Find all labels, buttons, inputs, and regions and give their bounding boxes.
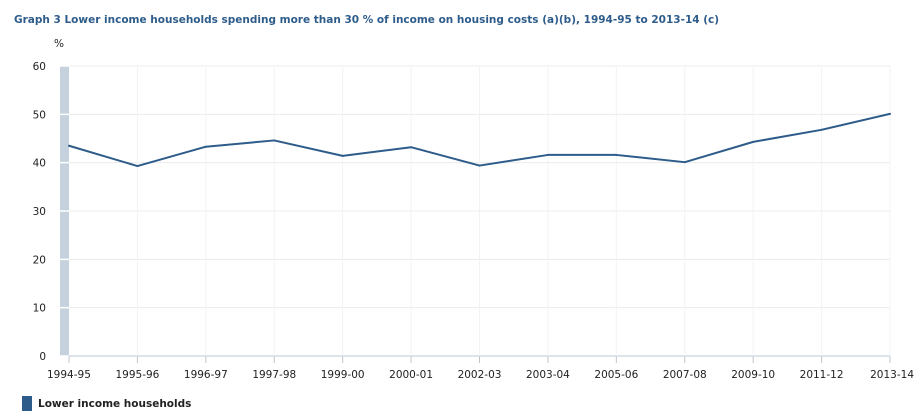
- legend: Lower income households: [22, 396, 191, 411]
- legend-label: Lower income households: [38, 397, 192, 410]
- x-tick-label: 2003-04: [526, 369, 570, 381]
- y-tick-label: 40: [33, 158, 46, 170]
- x-tick-label: 2002-03: [458, 369, 502, 381]
- x-tick-label: 1996-97: [184, 369, 228, 381]
- data-point: [820, 128, 823, 131]
- x-axis: 1994-95 1995-96 1996-97 1997-98 1999-00 2000-…: [47, 356, 914, 381]
- y-axis: 0 10 20 30 40 50 60: [33, 61, 69, 363]
- data-point: [410, 146, 413, 149]
- data-point: [478, 164, 481, 167]
- gridlines: [60, 65, 891, 357]
- y-tick-label: 10: [33, 303, 46, 315]
- data-point: [546, 153, 549, 156]
- data-point: [273, 139, 276, 142]
- data-point: [889, 112, 891, 115]
- data-point: [341, 154, 344, 157]
- x-tick-label: 2005-06: [594, 369, 638, 381]
- x-tick-label: 2013-14: [870, 369, 914, 381]
- y-axis-unit-label: %: [54, 38, 64, 50]
- x-tick-label: 1997-98: [252, 369, 296, 381]
- data-point: [68, 144, 70, 147]
- x-tick-label: 2000-01: [389, 369, 433, 381]
- legend-swatch: [22, 396, 32, 411]
- series-layer: [68, 112, 891, 168]
- y-tick-label: 50: [33, 109, 46, 121]
- x-tick-label: 2007-08: [663, 369, 707, 381]
- y-tick-label: 0: [39, 351, 46, 363]
- x-tick-label: 1995-96: [115, 369, 159, 381]
- x-tick-label: 1999-00: [321, 369, 365, 381]
- chart-plot: 0 10 20 30 40 50 60 1994-95 1995-96 1996-97 1997-…: [33, 38, 915, 381]
- data-point: [752, 140, 755, 143]
- x-tick-label: 1994-95: [47, 369, 91, 381]
- data-point: [615, 153, 618, 156]
- chart-title: Graph 3 Lower income households spending…: [14, 14, 720, 26]
- data-point: [136, 165, 139, 168]
- y-tick-label: 20: [33, 254, 46, 266]
- y-tick-label: 60: [33, 61, 46, 73]
- y-tick-label: 30: [33, 206, 46, 218]
- data-point: [204, 145, 207, 148]
- x-tick-label: 2011-12: [800, 369, 844, 381]
- data-point: [683, 161, 686, 164]
- x-tick-label: 2009-10: [731, 369, 775, 381]
